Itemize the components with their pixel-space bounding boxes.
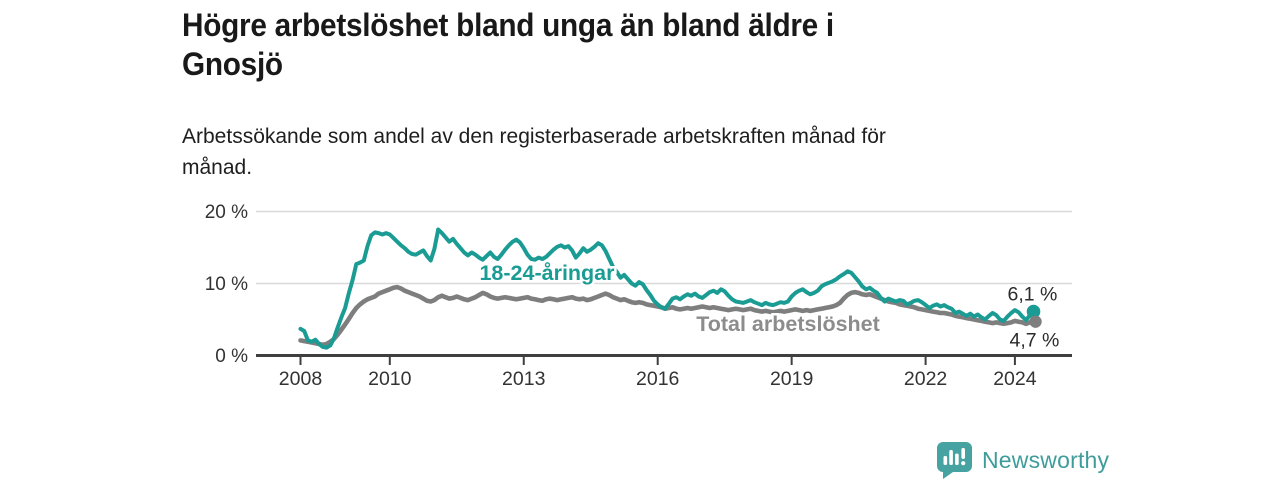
series-line-young [298,227,1036,350]
x-tick-label-2019: 2019 [770,368,813,390]
chart-title-line2: Gnosjö [182,46,283,82]
x-tick-label-2016: 2016 [636,368,679,390]
y-tick-label-10: 10 % [205,274,248,295]
series-line-total [298,284,1036,348]
newsworthy-logo: Newsworthy [936,441,1109,480]
x-tick-label-2008: 2008 [279,368,322,390]
end-dot-total [1029,315,1042,328]
newsworthy-logo-text: Newsworthy [982,447,1110,473]
newsworthy-logo-icon [937,442,972,479]
series-label-young: 18-24-åringar [479,261,615,285]
x-tick-label-2022: 2022 [904,368,947,390]
y-tick-label-20: 20 % [205,202,248,223]
x-tick-label-2024: 2024 [993,368,1037,390]
chart-subtitle: Arbetssökande som andel av den registerb… [182,121,886,183]
chart-title-line1: Högre arbetslöshet bland unga än bland ä… [182,7,834,43]
chart-subtitle-line2: månad. [182,156,253,179]
chart-title: Högre arbetslöshet bland unga än bland ä… [182,6,834,84]
chart-subtitle-line1: Arbetssökande som andel av den registerb… [182,125,886,148]
series-label-total: Total arbetslöshet [696,312,880,336]
y-tick-label-0: 0 % [215,346,248,367]
end-value-label-total: 4,7 % [1010,330,1060,352]
end-value-label-young: 6,1 % [1008,284,1058,306]
x-tick-label-2010: 2010 [368,368,412,390]
end-dot-young [1026,304,1041,319]
x-tick-label-2013: 2013 [502,368,545,390]
